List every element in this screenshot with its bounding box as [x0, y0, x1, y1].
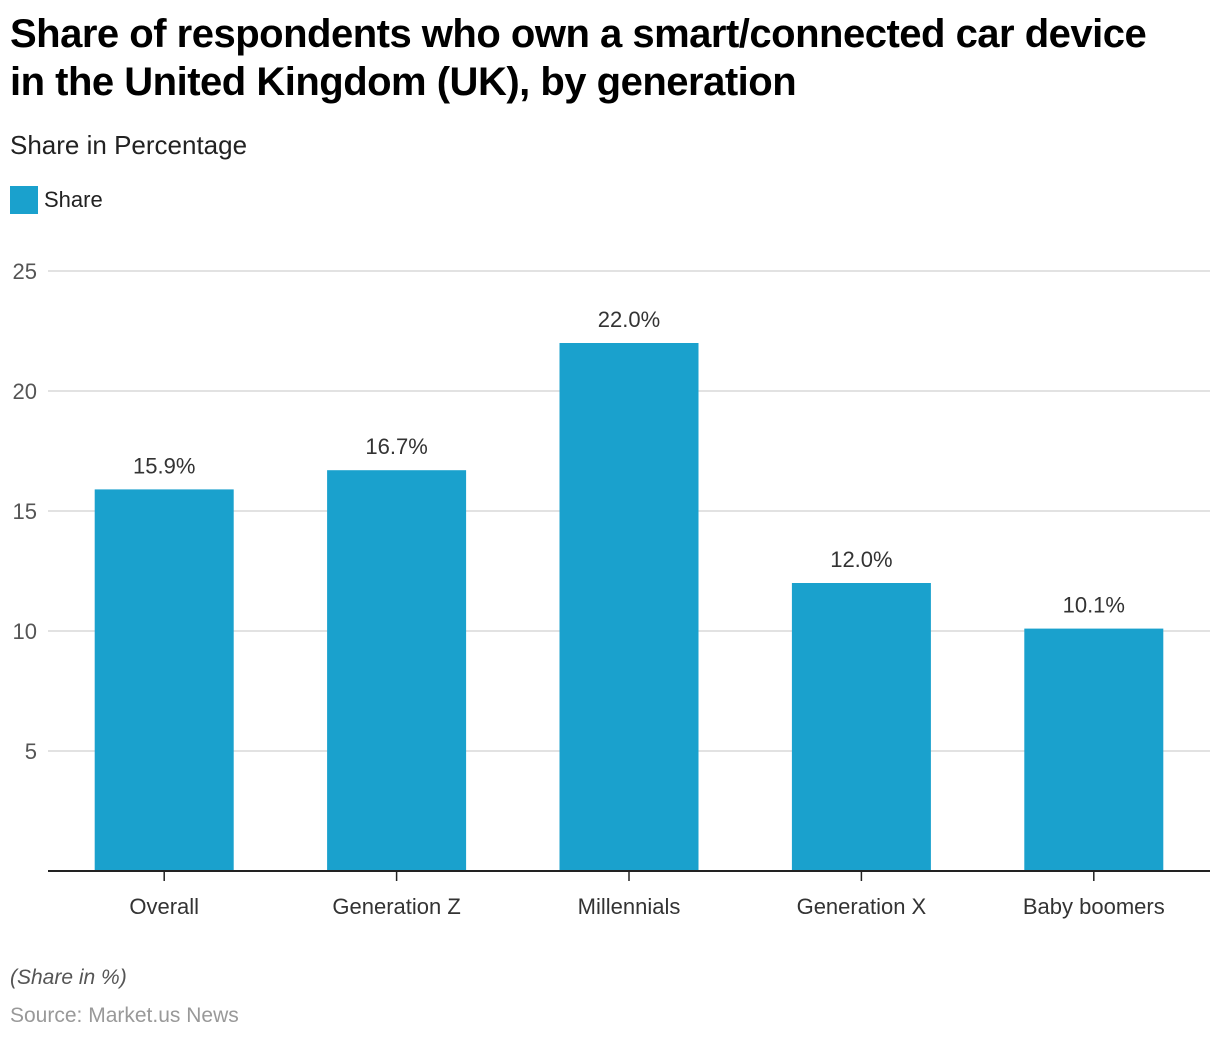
y-tick-label: 15 — [13, 499, 37, 524]
bar — [327, 470, 467, 871]
chart-subtitle: Share in Percentage — [10, 130, 248, 160]
source: Source: Market.us News — [10, 1004, 239, 1027]
x-tick-label: Generation X — [797, 894, 927, 919]
bar-chart: 5 10 15 20 25 15.9% 16.7% 22.0% 12.0% 10.1% Over… — [13, 259, 1210, 919]
x-tick-label: Baby boomers — [1023, 894, 1165, 919]
y-tick-label: 25 — [13, 259, 37, 284]
legend-swatch — [10, 186, 38, 214]
y-tick-label: 20 — [13, 379, 37, 404]
y-tick-label: 10 — [13, 619, 37, 644]
data-label: 10.1% — [1063, 593, 1125, 618]
chart-title: Share of respondents who own a smart/con… — [10, 12, 1147, 104]
x-tick-label: Overall — [129, 894, 199, 919]
bars: 15.9% 16.7% 22.0% 12.0% 10.1% — [94, 307, 1164, 871]
bar — [791, 583, 931, 871]
footnote: (Share in %) — [10, 966, 127, 989]
legend: Share — [10, 186, 103, 214]
data-label: 16.7% — [365, 434, 427, 459]
y-tick-label: 5 — [25, 739, 37, 764]
bar — [559, 343, 699, 871]
bar — [94, 489, 234, 871]
x-tick-label: Generation Z — [332, 894, 460, 919]
data-label: 22.0% — [598, 307, 660, 332]
data-label: 12.0% — [830, 547, 892, 572]
data-label: 15.9% — [133, 453, 195, 478]
x-tick-label: Millennials — [578, 894, 681, 919]
x-axis: Overall Generation Z Millennials Generation… — [48, 870, 1210, 919]
bar — [1024, 628, 1164, 871]
legend-label: Share — [44, 187, 103, 212]
